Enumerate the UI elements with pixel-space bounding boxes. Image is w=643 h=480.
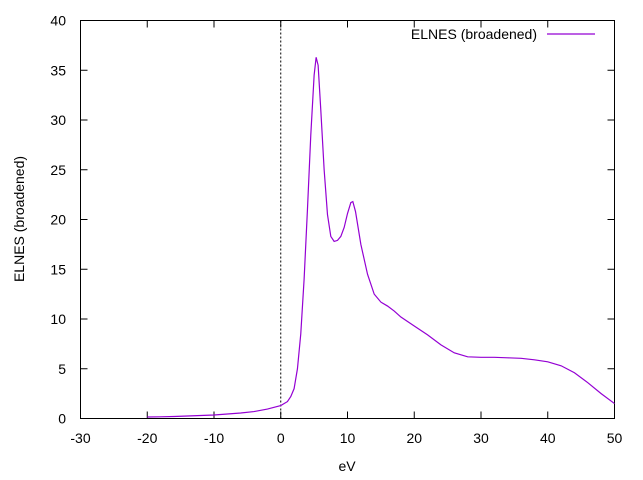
plot-frame-group [80, 20, 615, 419]
y-axis: 0 5 10 15 20 25 30 35 40 [50, 13, 615, 427]
y-tick-label: 10 [50, 311, 66, 327]
x-axis: -30 -20 -10 0 10 20 30 40 50 [70, 20, 623, 446]
y-tick-label: 20 [50, 212, 66, 228]
y-tick-label: 35 [50, 62, 66, 78]
x-axis-label: eV [338, 458, 356, 474]
y-tick-label: 25 [50, 162, 66, 178]
y-axis-label: ELNES (broadened) [11, 156, 27, 282]
x-tick-label: -20 [137, 430, 157, 446]
x-tick-label: 30 [473, 430, 489, 446]
x-tick-label: 50 [607, 430, 623, 446]
y-tick-label: 0 [58, 411, 66, 427]
y-tick-label: 5 [58, 361, 66, 377]
y-tick-label: 15 [50, 261, 66, 277]
legend: ELNES (broadened) [411, 26, 595, 42]
legend-label: ELNES (broadened) [411, 26, 537, 42]
x-tick-label: 20 [406, 430, 422, 446]
x-tick-label: -10 [204, 430, 224, 446]
x-tick-label: -30 [70, 430, 90, 446]
plot-frame [80, 20, 615, 419]
y-tick-label: 40 [50, 13, 66, 29]
x-tick-label: 0 [277, 430, 285, 446]
x-tick-label: 40 [540, 430, 556, 446]
series-line-elnes-broadened [147, 57, 615, 418]
y-tick-label: 30 [50, 112, 66, 128]
x-tick-label: 10 [340, 430, 356, 446]
